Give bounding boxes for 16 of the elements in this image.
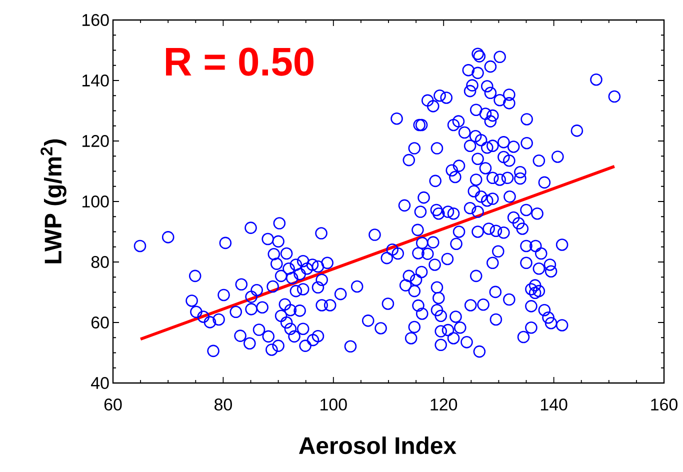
x-tick-label: 100 [320,398,347,411]
y-tick-label: 60 [92,316,109,328]
y-tick-label: 120 [82,135,109,147]
y-tick-label: 100 [82,196,109,208]
x-tick-label: 160 [651,398,678,411]
y-tick-label: 140 [82,74,109,86]
y-tick-label: 160 [82,14,109,26]
annotation: R = 0.50 [166,48,314,76]
x-tick-label: 140 [540,398,568,411]
x-tick-label: 60 [104,398,122,411]
x-tick-label: 120 [430,398,458,411]
y-axis-title: LWP (g/m$^{2}$) [40,139,66,264]
x-axis-title: Aerosol Index [299,436,456,454]
y-tick-label: 80 [91,256,109,268]
x-tick-label: 80 [214,398,232,411]
y-tick-label: 40 [91,377,109,389]
